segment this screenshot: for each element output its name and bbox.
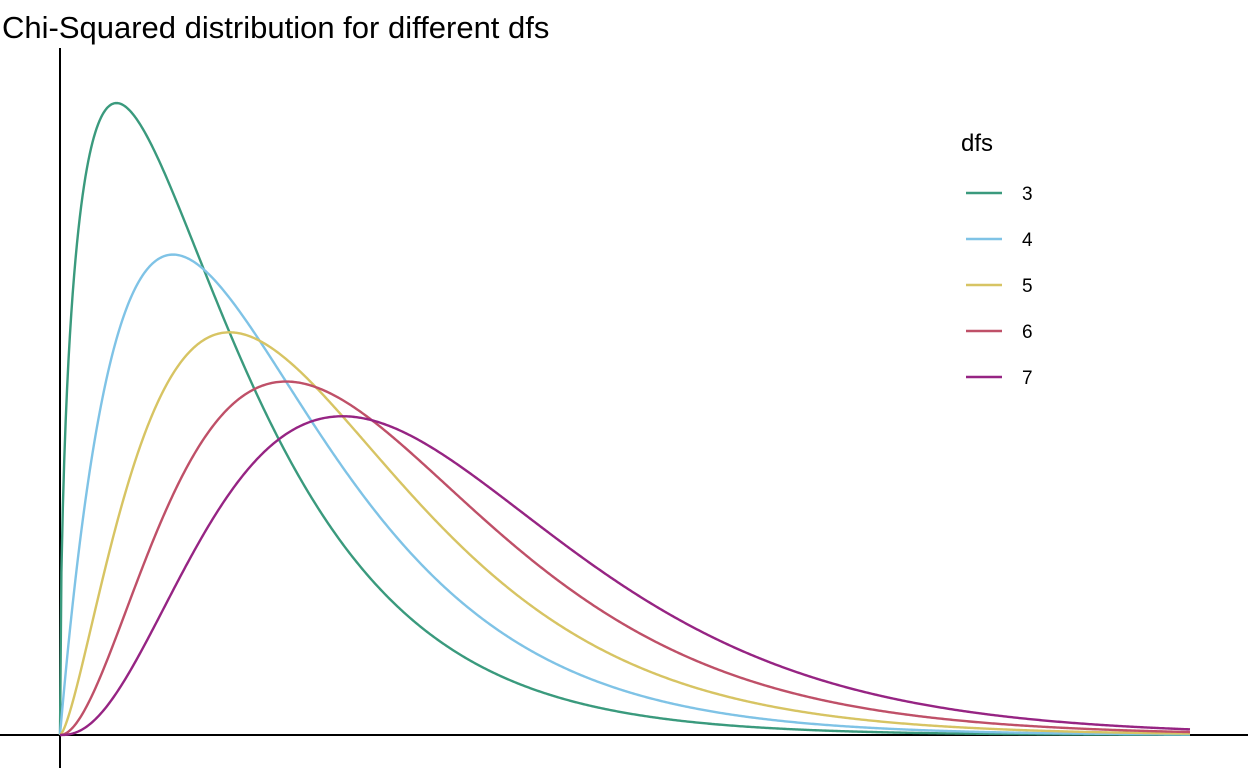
legend-label-3: 3 (1022, 184, 1033, 205)
legend-label-7: 7 (1022, 368, 1033, 389)
legend: dfs 3 4 5 6 7 (961, 130, 1033, 389)
legend-item-4: 4 (966, 230, 1033, 251)
series-line-df-7 (59, 415, 1191, 737)
legend-title: dfs (961, 130, 993, 157)
legend-label-4: 4 (1022, 230, 1033, 251)
legend-label-6: 6 (1022, 322, 1033, 343)
legend-label-5: 5 (1022, 276, 1033, 297)
legend-item-3: 3 (966, 184, 1033, 205)
legend-item-7: 7 (966, 368, 1033, 389)
series-line-df-6 (59, 380, 1191, 737)
series-line-df-3 (58, 101, 1190, 736)
series-line-df-4 (58, 253, 1191, 736)
legend-item-5: 5 (966, 276, 1033, 297)
legend-item-6: 6 (966, 322, 1033, 343)
legend-items: 3 4 5 6 7 (966, 184, 1033, 389)
series-group (58, 101, 1191, 737)
chart-title: Chi-Squared distribution for different d… (2, 10, 550, 45)
series-line-df-5 (59, 331, 1191, 736)
